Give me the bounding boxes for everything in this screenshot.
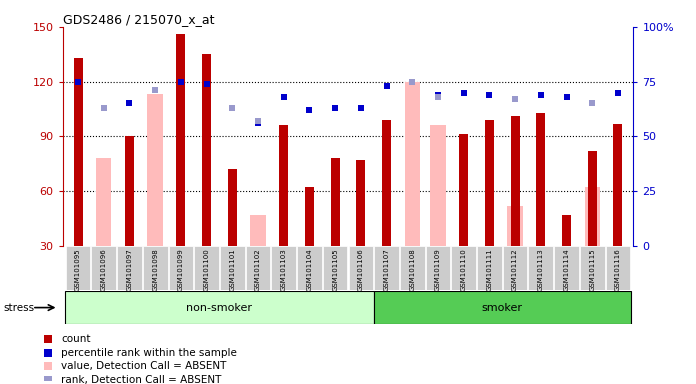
Bar: [96, 158, 111, 246]
Bar: [587, 151, 596, 246]
Text: GSM101104: GSM101104: [306, 248, 313, 291]
Text: GSM101112: GSM101112: [512, 248, 518, 291]
Bar: [585, 187, 600, 246]
Text: GSM101107: GSM101107: [383, 248, 390, 291]
Text: GDS2486 / 215070_x_at: GDS2486 / 215070_x_at: [63, 13, 214, 26]
Text: GSM101113: GSM101113: [538, 248, 544, 291]
Text: GSM101106: GSM101106: [358, 248, 364, 291]
Bar: [91, 246, 116, 290]
Text: percentile rank within the sample: percentile rank within the sample: [61, 348, 237, 358]
Bar: [220, 246, 245, 290]
Bar: [477, 246, 502, 290]
Bar: [331, 158, 340, 246]
Bar: [305, 187, 314, 246]
Bar: [511, 116, 520, 246]
Text: GSM101095: GSM101095: [75, 248, 81, 291]
Bar: [202, 54, 211, 246]
Bar: [349, 246, 373, 290]
Bar: [356, 160, 365, 246]
Text: GSM101111: GSM101111: [487, 248, 492, 291]
Text: GSM101105: GSM101105: [332, 248, 338, 291]
Bar: [400, 246, 425, 290]
Text: GSM101116: GSM101116: [615, 248, 621, 291]
Text: GSM101102: GSM101102: [255, 248, 261, 291]
Bar: [148, 94, 163, 246]
Text: GSM101108: GSM101108: [409, 248, 416, 291]
Text: GSM101099: GSM101099: [178, 248, 184, 291]
Bar: [606, 246, 631, 290]
Text: GSM101103: GSM101103: [280, 248, 287, 291]
Bar: [65, 246, 90, 290]
Text: GSM101109: GSM101109: [435, 248, 441, 291]
Bar: [143, 246, 168, 290]
Bar: [168, 246, 193, 290]
Bar: [74, 58, 83, 246]
Bar: [451, 246, 476, 290]
Bar: [246, 246, 270, 290]
Bar: [580, 246, 605, 290]
Text: GSM101097: GSM101097: [127, 248, 132, 291]
Text: value, Detection Call = ABSENT: value, Detection Call = ABSENT: [61, 361, 227, 371]
Bar: [426, 246, 450, 290]
Bar: [125, 136, 134, 246]
Bar: [374, 246, 399, 290]
Text: GSM101114: GSM101114: [564, 248, 569, 291]
Text: GSM101098: GSM101098: [152, 248, 158, 291]
Text: non-smoker: non-smoker: [187, 303, 253, 313]
Bar: [382, 120, 391, 246]
Bar: [194, 246, 219, 290]
Bar: [297, 246, 322, 290]
Bar: [459, 134, 468, 246]
Bar: [537, 113, 545, 246]
Bar: [65, 291, 374, 324]
Text: count: count: [61, 334, 91, 344]
Text: GSM101100: GSM101100: [204, 248, 209, 291]
Bar: [279, 125, 288, 246]
Bar: [251, 215, 266, 246]
Text: GSM101115: GSM101115: [590, 248, 595, 291]
Bar: [323, 246, 347, 290]
Bar: [528, 246, 553, 290]
Bar: [430, 125, 445, 246]
Bar: [485, 120, 494, 246]
Bar: [404, 82, 420, 246]
Bar: [507, 206, 523, 246]
Text: smoker: smoker: [482, 303, 523, 313]
Text: GSM101096: GSM101096: [101, 248, 106, 291]
Bar: [117, 246, 142, 290]
Bar: [562, 215, 571, 246]
Text: stress: stress: [3, 303, 35, 313]
Text: GSM101101: GSM101101: [229, 248, 235, 291]
Bar: [271, 246, 296, 290]
Bar: [554, 246, 579, 290]
Bar: [374, 291, 631, 324]
Bar: [503, 246, 528, 290]
Text: rank, Detection Call = ABSENT: rank, Detection Call = ABSENT: [61, 375, 222, 384]
Bar: [228, 169, 237, 246]
Bar: [176, 34, 185, 246]
Bar: [613, 124, 622, 246]
Text: GSM101110: GSM101110: [461, 248, 467, 291]
